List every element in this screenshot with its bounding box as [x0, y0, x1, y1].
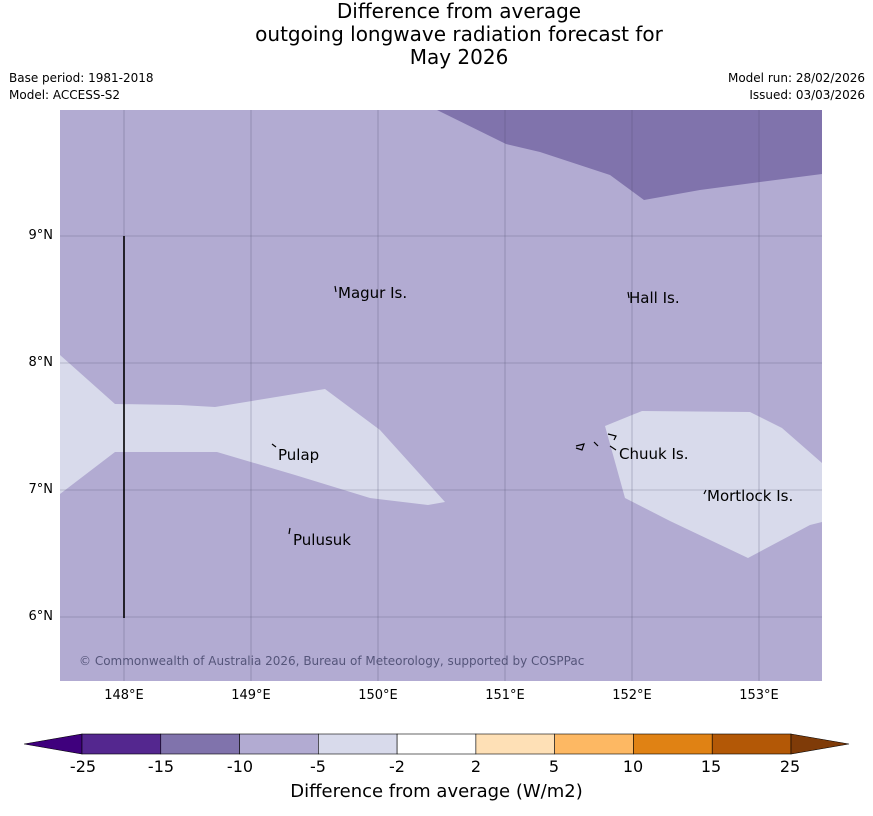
- model-name: Model: ACCESS-S2: [9, 88, 121, 102]
- cb-tick-0: -25: [69, 757, 97, 776]
- graticule: [60, 110, 822, 681]
- title-line-3: May 2026: [409, 45, 509, 69]
- region-near-average-west: [60, 355, 445, 505]
- lon-label-152e: 152°E: [612, 688, 652, 703]
- colorbar-label: Difference from average (W/m2): [290, 781, 583, 802]
- colorbar-bin-1: [160, 733, 240, 755]
- meta-left: Base period: 1981-2018 Model: ACCESS-S2: [9, 70, 154, 104]
- cb-tick-4: -2: [389, 757, 405, 776]
- place-label-chuuk: Chuuk Is.: [619, 445, 689, 463]
- cb-tick-9: 25: [779, 757, 801, 776]
- map-svg: [60, 110, 822, 681]
- region-near-average-east: [605, 411, 822, 558]
- lon-label-149e: 149°E: [231, 688, 271, 703]
- model-run: Model run: 28/02/2026: [727, 71, 865, 85]
- lon-label-150e: 150°E: [358, 688, 398, 703]
- lat-label-9n: 9°N: [28, 228, 54, 243]
- cb-tick-1: -15: [147, 757, 175, 776]
- place-label-pulap: Pulap: [278, 446, 320, 464]
- chart-title: Difference from average outgoing longwav…: [0, 0, 873, 69]
- colorbar-bin-8: [711, 733, 792, 755]
- place-label-pulusuk: Pulusuk: [293, 531, 351, 549]
- title-line-2: outgoing longwave radiation forecast for: [255, 22, 663, 46]
- island-pulap: [271, 443, 277, 448]
- island-chuuk-2: [593, 441, 599, 447]
- island-pulusuk: [288, 527, 291, 535]
- lat-label-6n: 6°N: [28, 609, 54, 624]
- colorbar-bin-6: [554, 733, 634, 755]
- island-magur: [334, 285, 337, 293]
- copyright-notice: © Commonwealth of Australia 2026, Bureau…: [79, 654, 585, 668]
- lat-label-8n: 8°N: [28, 355, 54, 370]
- place-label-mortlock: Mortlock Is.: [707, 487, 794, 505]
- island-hall: [627, 291, 630, 299]
- map-area[interactable]: [60, 110, 822, 681]
- colorbar-bin-4: [396, 733, 477, 755]
- colorbar-over-arrow: [790, 733, 850, 755]
- colorbar-bin-2: [239, 733, 319, 755]
- cb-tick-5: 2: [470, 757, 482, 776]
- cb-tick-3: -5: [310, 757, 326, 776]
- colorbar-bin-5: [475, 733, 555, 755]
- place-label-hall: Hall Is.: [629, 289, 680, 307]
- lon-label-151e: 151°E: [485, 688, 525, 703]
- colorbar: [24, 733, 850, 755]
- lon-label-148e: 148°E: [104, 688, 144, 703]
- issued-date: Issued: 03/03/2026: [749, 88, 865, 102]
- colorbar-bin-3: [318, 733, 398, 755]
- island-mortlock: [703, 489, 707, 495]
- colorbar-bin-0: [81, 733, 162, 755]
- base-period: Base period: 1981-2018: [9, 71, 154, 85]
- cb-tick-2: -10: [226, 757, 254, 776]
- colorbar-under-arrow: [24, 733, 83, 755]
- cb-tick-7: 10: [622, 757, 644, 776]
- map-background-region: [60, 110, 822, 681]
- meta-right: Model run: 28/02/2026 Issued: 03/03/2026: [728, 70, 865, 104]
- colorbar-bin-7: [633, 733, 713, 755]
- island-chuuk-1: [575, 443, 585, 451]
- colorbar-bins: [81, 733, 792, 755]
- cb-tick-6: 5: [548, 757, 560, 776]
- region-low-negative: [437, 110, 822, 200]
- cb-tick-8: 15: [700, 757, 722, 776]
- lon-label-153e: 153°E: [739, 688, 779, 703]
- island-chuuk-3: [607, 433, 617, 451]
- island-marks: [271, 285, 707, 535]
- title-line-1: Difference from average: [336, 0, 582, 23]
- lat-label-7n: 7°N: [28, 482, 54, 497]
- place-label-magur: Magur Is.: [338, 284, 408, 302]
